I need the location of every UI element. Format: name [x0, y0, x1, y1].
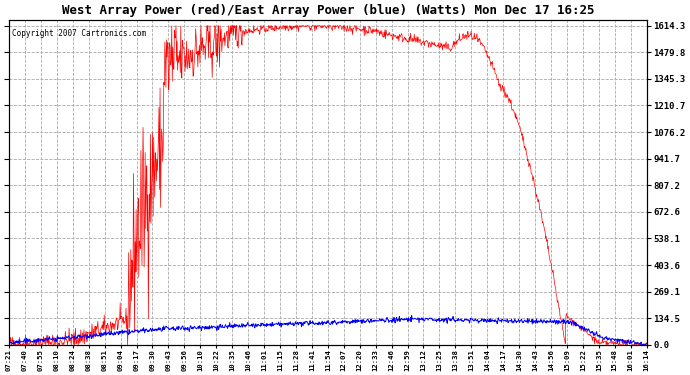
Title: West Array Power (red)/East Array Power (blue) (Watts) Mon Dec 17 16:25: West Array Power (red)/East Array Power …	[61, 4, 594, 17]
Text: Copyright 2007 Cartronics.com: Copyright 2007 Cartronics.com	[12, 30, 146, 39]
